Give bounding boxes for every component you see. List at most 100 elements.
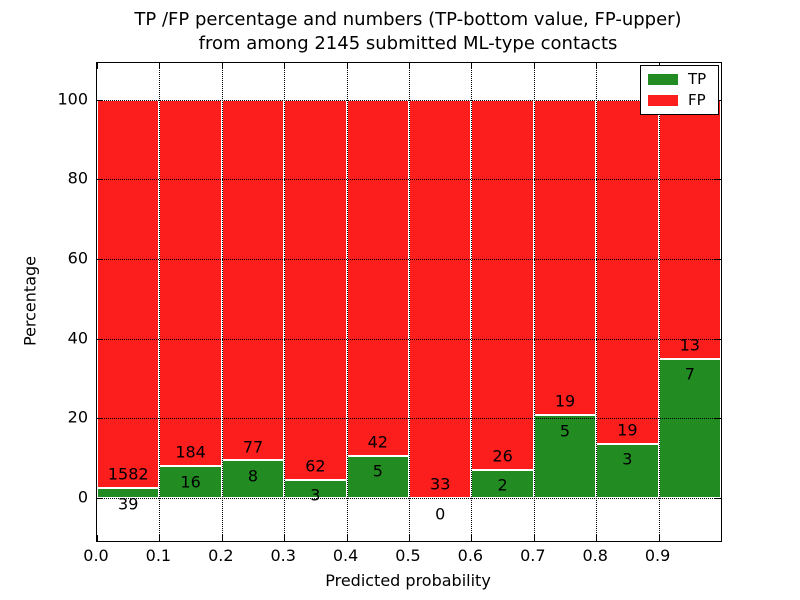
fp-count-label: 184: [175, 442, 206, 462]
x-tick-mark: [97, 535, 98, 541]
tp-count-label: 8: [247, 466, 259, 486]
x-tick-mark: [97, 63, 98, 69]
tp-count-label: 16: [180, 472, 201, 492]
v-gridline: [346, 63, 348, 541]
chart-title: TP /FP percentage and numbers (TP-bottom…: [96, 8, 720, 56]
x-tick-mark: [346, 63, 348, 69]
legend: TP FP: [640, 65, 719, 115]
x-tick-mark: [471, 63, 473, 69]
fp-count-label: 33: [430, 474, 451, 494]
chart-title-line2: from among 2145 submitted ML-type contac…: [198, 33, 618, 54]
legend-label-fp: FP: [688, 91, 706, 109]
fp-count-label: 77: [242, 437, 264, 457]
x-tick-label: 0.0: [83, 546, 109, 565]
tp-count-label: 5: [559, 421, 571, 441]
x-tick-label: 0.1: [145, 546, 172, 565]
v-gridline: [596, 63, 598, 541]
tp-count-label: 7: [684, 364, 695, 384]
x-tick-mark: [346, 535, 348, 541]
x-tick-label: 0.3: [270, 546, 296, 565]
x-tick-label: 0.9: [644, 546, 671, 565]
v-gridline: [284, 63, 286, 541]
y-tick-mark: [97, 418, 103, 420]
x-tick-label: 0.6: [457, 546, 484, 565]
y-tick-label: 40: [67, 328, 88, 348]
tp-count-label: 39: [118, 494, 139, 514]
bar-segment-fp: [596, 99, 659, 444]
x-tick-mark: [221, 63, 223, 69]
y-tick-mark: [715, 338, 721, 340]
fp-count-label: 62: [305, 456, 326, 476]
y-tick-mark: [97, 338, 103, 340]
chart-title-line1: TP /FP percentage and numbers (TP-bottom…: [134, 9, 682, 30]
v-gridline: [658, 63, 660, 541]
v-gridline: [471, 63, 473, 541]
x-tick-mark: [409, 63, 410, 69]
x-tick-mark: [159, 535, 161, 541]
x-tick-mark: [471, 535, 473, 541]
bar-segment-fp: [284, 99, 347, 480]
bar-segment-tp: [533, 414, 597, 498]
x-tick-mark: [409, 535, 410, 541]
x-tick-mark: [159, 63, 161, 69]
bar-segment-tp: [658, 358, 721, 498]
fp-swatch-icon: [648, 95, 678, 106]
x-tick-label: 0.5: [395, 546, 421, 565]
fp-count-label: 1582: [107, 464, 149, 484]
y-tick-mark: [97, 179, 103, 181]
y-tick-mark: [715, 498, 721, 499]
x-axis-label: Predicted probability: [325, 571, 491, 590]
y-tick-label: 60: [67, 248, 88, 268]
tp-swatch-icon: [648, 74, 678, 85]
bar-segment-tp: [596, 443, 659, 498]
bar-segment-tp: [159, 466, 222, 498]
x-tick-mark: [533, 63, 535, 69]
x-tick-mark: [221, 535, 223, 541]
bar-segment-fp: [97, 99, 160, 489]
y-tick-mark: [97, 498, 103, 499]
x-tick-mark: [596, 535, 598, 541]
y-tick-label: 100: [57, 89, 88, 108]
fp-count-label: 19: [617, 420, 638, 440]
x-tick-label: 0.8: [582, 546, 608, 565]
y-tick-label: 20: [67, 407, 88, 427]
tp-count-label: 0: [435, 504, 446, 524]
fp-count-label: 13: [679, 335, 700, 355]
bar-segment-fp: [409, 99, 472, 498]
legend-item-tp: TP: [648, 72, 710, 87]
bar-segment-tp: [97, 488, 160, 498]
tp-count-label: 5: [372, 461, 383, 481]
y-tick-mark: [715, 258, 721, 260]
y-tick-mark: [715, 179, 721, 181]
x-tick-label: 0.2: [208, 546, 234, 565]
y-tick-mark: [715, 418, 721, 420]
legend-item-fp: FP: [648, 93, 710, 108]
bar-segment-fp: [471, 99, 534, 470]
y-tick-mark: [97, 258, 103, 260]
x-tick-mark: [284, 535, 286, 541]
bar-segment-fp: [221, 99, 285, 461]
v-gridline: [409, 63, 410, 541]
x-tick-label: 0.7: [520, 546, 546, 565]
bar-segment-fp: [159, 99, 222, 467]
v-gridline: [221, 63, 223, 541]
x-tick-mark: [658, 535, 660, 541]
tp-count-label: 3: [310, 485, 321, 505]
v-gridline: [159, 63, 161, 541]
bar-segment-fp: [658, 99, 721, 359]
bar-segment-fp: [346, 99, 409, 456]
bar-segment-fp: [533, 99, 597, 415]
y-tick-mark: [97, 99, 103, 101]
fp-count-label: 19: [554, 391, 576, 411]
tp-count-label: 2: [497, 475, 508, 495]
x-tick-mark: [596, 63, 598, 69]
fp-count-label: 26: [492, 446, 513, 466]
legend-label-tp: TP: [688, 70, 707, 88]
tp-count-label: 3: [622, 449, 633, 469]
x-tick-mark: [533, 535, 535, 541]
plot-area: 1582 39 184 16 77 8 62 3 42 5 33 0 26 2 19 5 19 3 13 7 TP F…: [96, 62, 722, 542]
y-axis-label: Percentage: [20, 255, 40, 347]
fp-count-label: 42: [367, 432, 388, 452]
x-tick-mark: [284, 63, 286, 69]
v-gridline: [533, 63, 535, 541]
